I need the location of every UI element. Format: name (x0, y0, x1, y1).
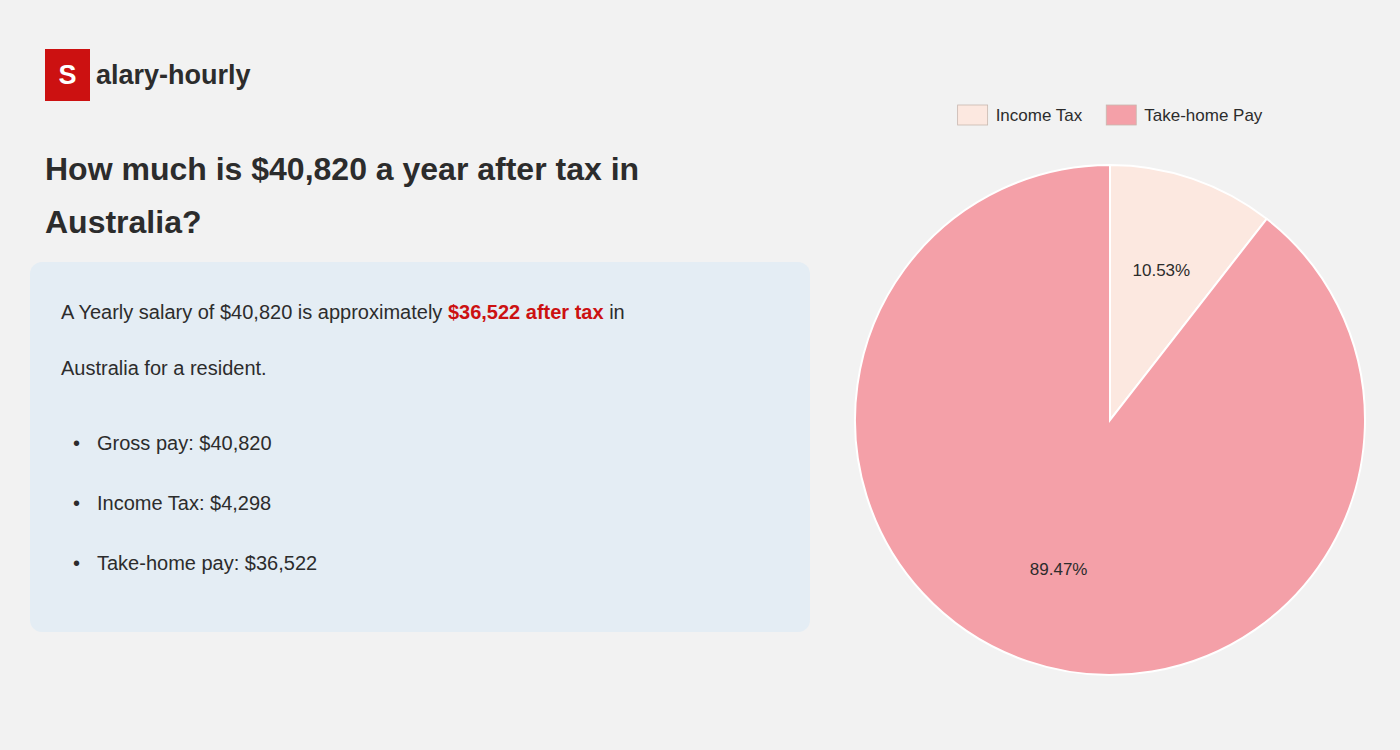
legend-item: Income Tax (958, 105, 1083, 125)
info-text: A Yearly salary of $40,820 is approximat… (61, 301, 448, 323)
legend: Income Tax Take-home Pay (958, 105, 1263, 125)
logo-text: alary-hourly (96, 60, 251, 90)
legend-swatch (1106, 105, 1136, 125)
bullet-text: Gross pay: $40,820 (97, 432, 272, 454)
data-label: 89.47% (1030, 560, 1088, 579)
info-text: in (604, 301, 625, 323)
legend-swatch (958, 105, 988, 125)
logo-box (45, 49, 90, 101)
data-labels: 10.53% 89.47% (1030, 261, 1190, 579)
logo-letter: S (58, 60, 76, 90)
bullet-text: Income Tax: $4,298 (97, 492, 271, 514)
data-label: 10.53% (1133, 261, 1191, 280)
info-highlight: $36,522 after tax (448, 301, 604, 323)
background (0, 0, 1400, 750)
info-line: A Yearly salary of $40,820 is approximat… (61, 301, 625, 323)
title: How much is $40,820 a year after tax in (45, 151, 639, 187)
title: Australia? (45, 204, 201, 240)
legend-item: Take-home Pay (1106, 105, 1263, 125)
bullet-marker: • (73, 492, 80, 514)
pie (855, 165, 1365, 675)
logo: Salary-hourly (45, 49, 251, 101)
bullet-marker: • (73, 552, 80, 574)
bullet-text: Take-home pay: $36,522 (97, 552, 317, 574)
legend-label: Income Tax (996, 106, 1083, 125)
legend-label: Take-home Pay (1144, 106, 1263, 125)
info-line: Australia for a resident. (61, 357, 267, 379)
pie-slice (855, 165, 1365, 675)
chart-svg: Salary-hourly How much is $40,820 a year … (0, 0, 1400, 750)
bullet-marker: • (73, 432, 80, 454)
info-box-background (30, 262, 810, 632)
info-box: A Yearly salary of $40,820 is approximat… (30, 262, 810, 632)
chart-container: Salary-hourly How much is $40,820 a year … (0, 0, 1400, 750)
